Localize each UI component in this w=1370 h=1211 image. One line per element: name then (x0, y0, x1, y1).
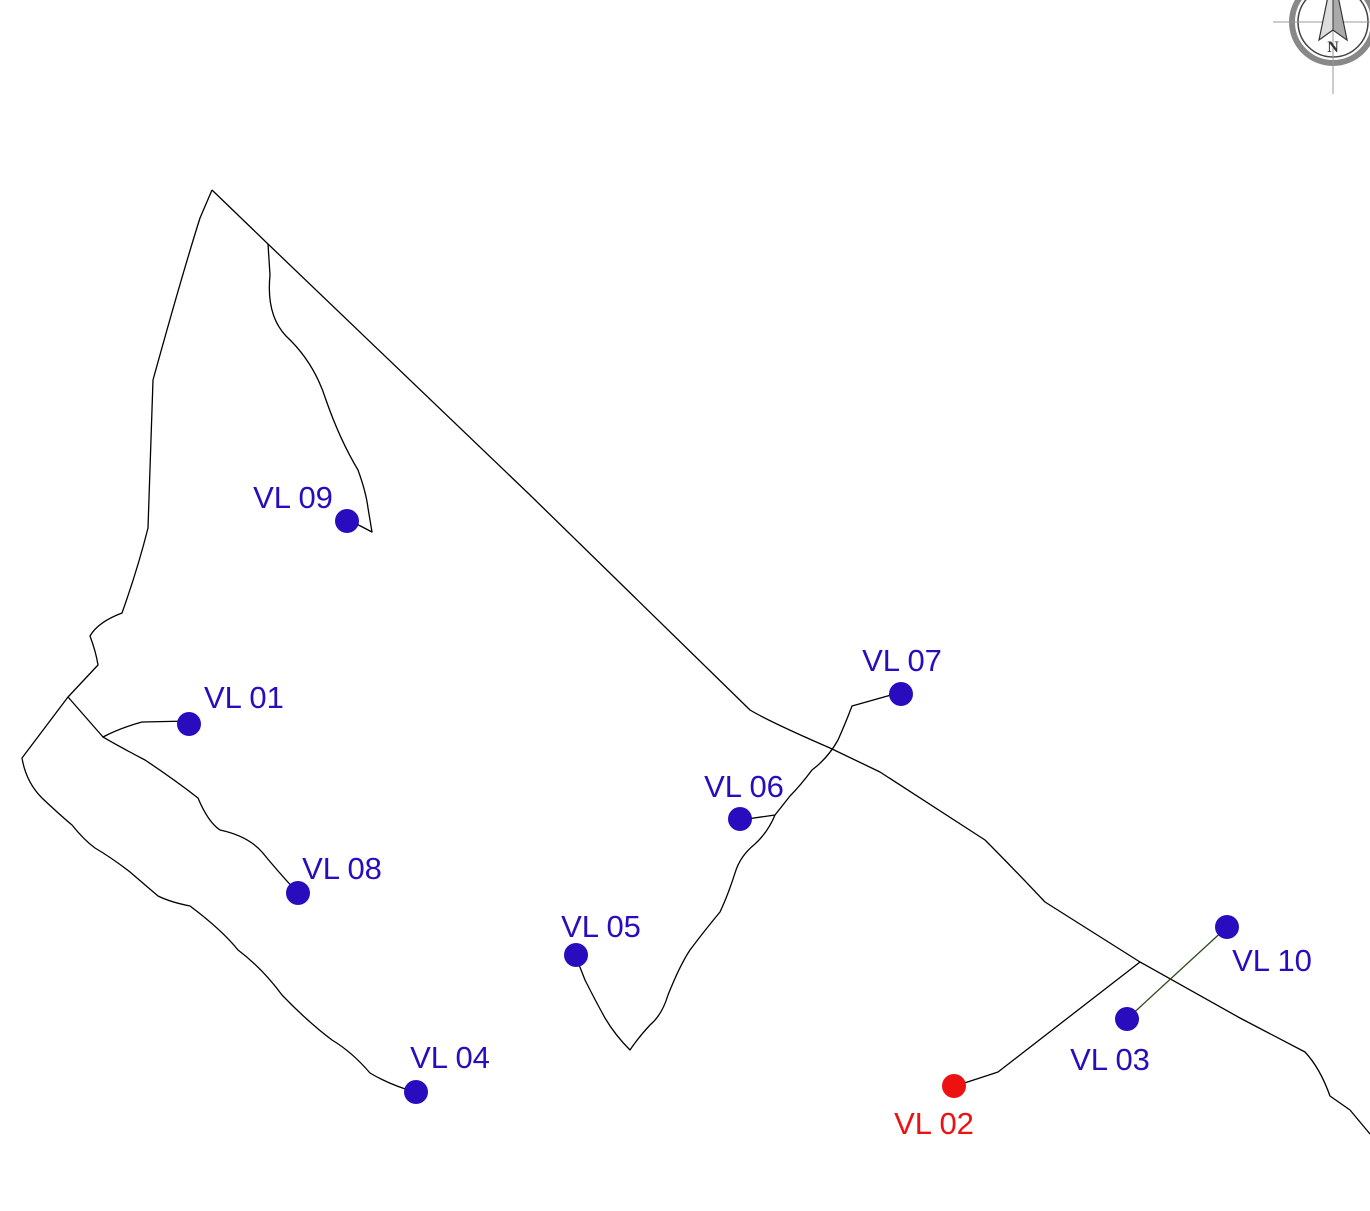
west-boundary-line (21, 189, 416, 1093)
network-lines (21, 189, 1370, 1135)
north-arrow-icon: N (1273, 0, 1370, 94)
north-letter: N (1327, 39, 1339, 56)
site-vl07[interactable]: VL 07 (862, 643, 942, 706)
site-marker-vl05[interactable] (564, 943, 588, 967)
site-markers: VL 01 VL 02 VL 03 VL 04 VL 05 VL 06 VL 07 VL 08… (177, 480, 1312, 1141)
site-label-vl10: VL 10 (1232, 943, 1312, 978)
site-label-vl07: VL 07 (862, 643, 942, 678)
site-vl01[interactable]: VL 01 (177, 680, 284, 736)
site-vl02[interactable]: VL 02 (894, 1074, 974, 1141)
site-label-vl02: VL 02 (894, 1106, 974, 1141)
site-marker-vl08[interactable] (286, 881, 310, 905)
site-label-vl01: VL 01 (204, 680, 284, 715)
site-vl05[interactable]: VL 05 (561, 909, 641, 967)
site-vl04[interactable]: VL 04 (404, 1040, 490, 1104)
site-marker-vl03[interactable] (1115, 1007, 1139, 1031)
site-label-vl05: VL 05 (561, 909, 641, 944)
site-marker-vl01[interactable] (177, 712, 201, 736)
site-label-vl03: VL 03 (1070, 1042, 1150, 1077)
vl07-route-line (575, 691, 903, 1051)
site-label-vl08: VL 08 (302, 851, 382, 886)
site-label-vl09: VL 09 (253, 480, 333, 515)
site-vl06[interactable]: VL 06 (704, 769, 784, 831)
main-route-line (211, 189, 1370, 1135)
site-vl10[interactable]: VL 10 (1215, 915, 1312, 978)
site-vl09[interactable]: VL 09 (253, 480, 359, 533)
site-vl08[interactable]: VL 08 (286, 851, 382, 905)
vl01-spur-line (102, 720, 191, 738)
site-marker-vl07[interactable] (889, 682, 913, 706)
site-vl03[interactable]: VL 03 (1070, 1007, 1150, 1077)
inner-branch-line (67, 696, 299, 894)
site-marker-vl02[interactable] (942, 1074, 966, 1098)
site-marker-vl09[interactable] (335, 509, 359, 533)
vl09-branch-line (267, 243, 373, 533)
site-marker-vl04[interactable] (404, 1080, 428, 1104)
site-marker-vl06[interactable] (728, 807, 752, 831)
site-label-vl06: VL 06 (704, 769, 784, 804)
site-marker-vl10[interactable] (1215, 915, 1239, 939)
site-label-vl04: VL 04 (410, 1040, 490, 1075)
vl03-vl10-link (1126, 926, 1228, 1020)
